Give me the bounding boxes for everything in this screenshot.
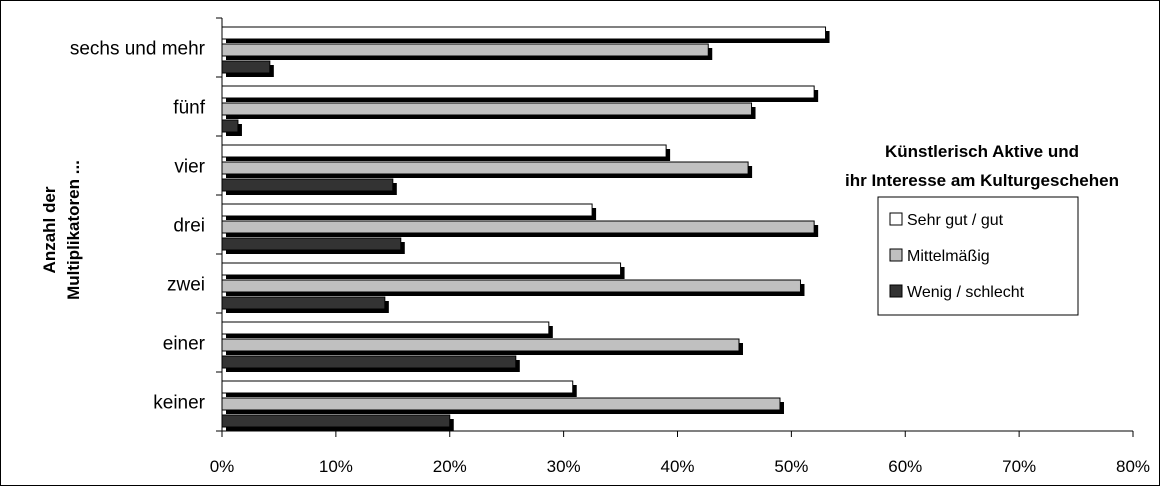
bar-sehr-gut-gut-vier [221,144,667,158]
bar-wenig-schlecht-fuenf [221,119,239,133]
bar-wenig-schlecht-sechs-und-mehr [221,60,271,74]
y-axis-title-line-1: Anzahl der [40,186,59,273]
legend-box [877,196,1079,316]
x-tick-label-0: 0% [210,457,235,476]
plot-area: sechs und mehr fünf vier drei zwei einer keine… [70,17,1150,476]
bar-mittelmaessig-drei [221,220,815,234]
bar-sehr-gut-gut-zwei [221,262,622,276]
bar-wenig-schlecht-zwei [221,296,386,310]
legend-swatch-mittelmaessig [889,248,903,262]
bar-wenig-schlecht-keiner [221,414,451,428]
legend-label-mittelmaessig: Mittelmäßig [907,248,990,265]
x-tick-label-4: 40% [660,457,694,476]
bar-mittelmaessig-keiner [221,397,781,411]
bar-sehr-gut-gut-sechs-und-mehr [221,26,827,40]
category-label-einer: einer [163,334,206,355]
bar-wenig-schlecht-vier [221,178,394,192]
category-label-sechs-und-mehr: sechs und mehr [70,39,206,60]
y-axis-title-line-2: Multiplikatoren ... [64,160,83,300]
x-tick-label-6: 60% [888,457,922,476]
x-tick-label-2: 20% [433,457,467,476]
x-tick-label-3: 30% [547,457,581,476]
bar-wenig-schlecht-drei [221,237,402,251]
legend-label-sehr-gut-gut: Sehr gut / gut [907,212,1004,229]
legend-swatch-sehr-gut-gut [889,212,903,226]
bar-sehr-gut-gut-keiner [221,380,574,394]
category-label-drei: drei [173,216,205,237]
category-label-zwei: zwei [167,275,205,296]
legend: Sehr gut / gut Mittelmäßig Wenig / schlech… [877,196,1079,316]
x-tick-label-8: 80% [1116,457,1150,476]
bar-mittelmaessig-vier [221,161,749,175]
bar-wenig-schlecht-einer [221,355,517,369]
legend-label-wenig-schlecht: Wenig / schlecht [907,284,1025,301]
x-tick-label-7: 70% [1002,457,1036,476]
bar-sehr-gut-gut-fuenf [221,85,815,99]
bar-mittelmaessig-einer [221,338,740,352]
category-label-keiner: keiner [153,393,205,414]
category-label-fuenf: fünf [173,98,205,119]
x-tick-label-1: 10% [319,457,353,476]
bar-sehr-gut-gut-einer [221,321,550,335]
category-label-vier: vier [174,157,205,178]
chart-title-line-2: ihr Interesse am Kulturgeschehen [845,171,1119,190]
legend-swatch-wenig-schlecht [889,284,903,298]
bar-mittelmaessig-sechs-und-mehr [221,43,709,57]
x-tick-label-5: 50% [774,457,808,476]
bar-mittelmaessig-zwei [221,279,801,293]
bar-mittelmaessig-fuenf [221,102,753,116]
bar-sehr-gut-gut-drei [221,203,593,217]
chart-title-line-1: Künstlerisch Aktive und [885,142,1079,161]
